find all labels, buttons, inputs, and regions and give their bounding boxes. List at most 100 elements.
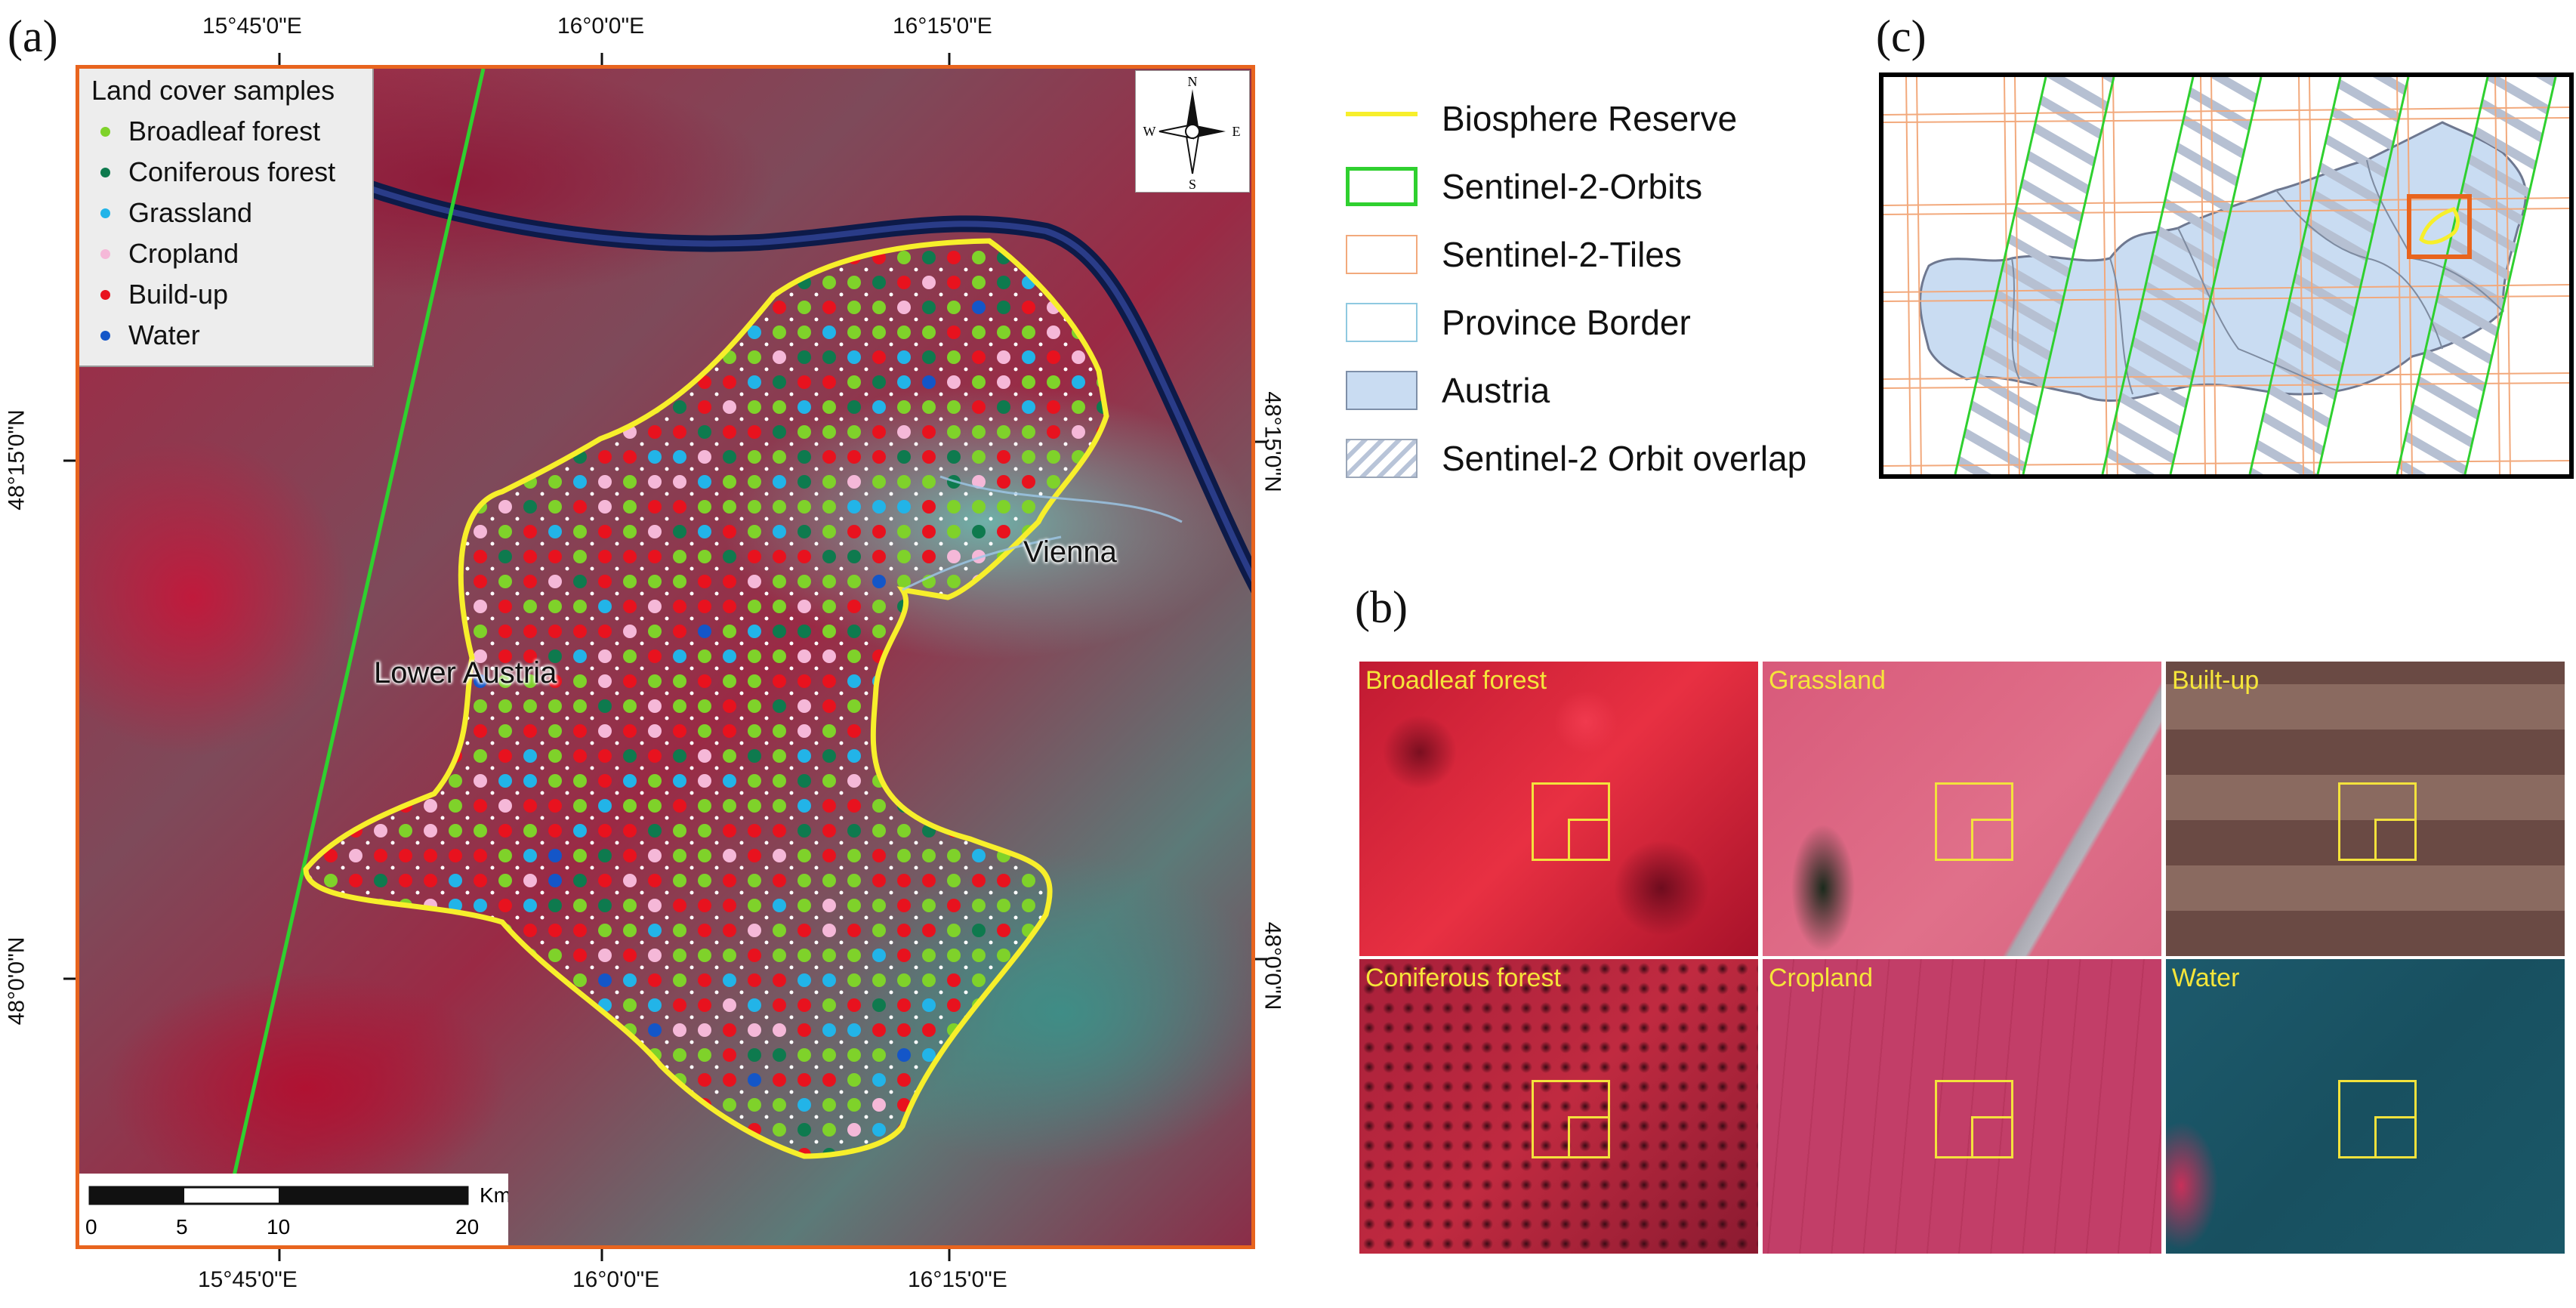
grid-node xyxy=(590,317,594,322)
sample-point xyxy=(374,824,387,838)
sample-point xyxy=(723,575,736,588)
sample-point xyxy=(324,799,338,813)
sample-point xyxy=(947,400,961,414)
sample-point xyxy=(374,849,387,862)
grid-node xyxy=(889,816,893,820)
grid-node xyxy=(515,492,520,496)
orange-box-icon xyxy=(1346,235,1418,274)
sample-point xyxy=(374,400,387,414)
sample-point xyxy=(897,525,911,538)
grid-node xyxy=(316,940,320,945)
sample-point xyxy=(773,350,786,364)
grid-node xyxy=(390,990,395,995)
grid-node xyxy=(989,1065,993,1069)
sample-point xyxy=(947,649,961,663)
grid-node xyxy=(964,392,968,396)
sample-point xyxy=(474,1048,487,1062)
grid-node xyxy=(864,267,868,272)
grid-node xyxy=(540,442,545,446)
grid-node xyxy=(839,367,844,372)
grid-node xyxy=(440,616,445,621)
sample-point xyxy=(748,1023,761,1037)
sample-point xyxy=(374,1073,387,1087)
grid-node xyxy=(1088,616,1093,621)
grid-node xyxy=(839,1090,844,1094)
sample-point xyxy=(972,1148,986,1156)
sample-point xyxy=(306,575,313,588)
sample-point xyxy=(822,749,836,763)
grid-node xyxy=(1013,367,1018,372)
grid-node xyxy=(615,566,619,571)
sample-point xyxy=(623,699,637,713)
grid-node xyxy=(1139,1016,1143,1020)
sample-point xyxy=(972,400,986,414)
grid-node xyxy=(615,716,619,720)
grid-node xyxy=(690,492,694,496)
sample-point xyxy=(773,774,786,788)
sample-point xyxy=(698,550,711,563)
grid-node xyxy=(839,890,844,895)
grid-node xyxy=(964,492,968,496)
sample-point xyxy=(523,1048,537,1062)
sample-point xyxy=(1097,1123,1106,1137)
grid-node xyxy=(1013,517,1018,521)
sample-point xyxy=(324,475,338,489)
sample-point xyxy=(623,251,637,264)
sample-point xyxy=(822,325,836,339)
sample-point xyxy=(424,1023,437,1037)
grid-node xyxy=(540,915,545,920)
sample-point xyxy=(1121,799,1135,813)
grid-node xyxy=(939,566,943,571)
sample-point xyxy=(623,824,637,838)
sample-point xyxy=(822,575,836,588)
sample-point xyxy=(947,774,961,788)
grid-node xyxy=(1063,666,1068,671)
grid-node xyxy=(814,1015,819,1020)
sample-point xyxy=(648,774,662,788)
sample-point xyxy=(947,674,961,688)
sample-point xyxy=(822,425,836,439)
grid-node xyxy=(316,915,320,920)
grid-node xyxy=(640,990,644,995)
grid-node xyxy=(864,1065,868,1069)
sample-point xyxy=(548,649,562,663)
grid-node xyxy=(540,890,545,895)
sample-point xyxy=(773,998,786,1012)
sample-point xyxy=(972,525,986,538)
sample-point xyxy=(1097,450,1106,464)
sample-point xyxy=(623,375,637,389)
grid-node xyxy=(739,492,744,496)
sample-point xyxy=(1072,350,1085,364)
grid-node xyxy=(540,716,545,720)
sample-point xyxy=(1072,1148,1085,1156)
sample-point xyxy=(922,625,936,638)
sample-point xyxy=(573,400,587,414)
grid-node xyxy=(615,591,619,596)
sample-point xyxy=(922,724,936,738)
grid-node xyxy=(690,965,694,970)
grid-node xyxy=(316,392,320,396)
sample-point xyxy=(673,899,686,912)
grid-node xyxy=(1038,741,1043,745)
grid-node xyxy=(939,816,943,820)
grid-node xyxy=(465,1090,470,1094)
grid-node xyxy=(415,940,420,945)
grid-node xyxy=(739,591,744,596)
grid-node xyxy=(390,865,395,870)
grid-node xyxy=(964,841,968,845)
grid-node xyxy=(889,666,893,671)
grid-node xyxy=(390,267,395,272)
sample-point xyxy=(822,973,836,987)
grid-node xyxy=(964,541,968,546)
sample-point xyxy=(1121,899,1135,912)
grid-node xyxy=(465,1040,470,1044)
sample-point xyxy=(474,301,487,314)
sample-point xyxy=(947,949,961,962)
sample-point xyxy=(1097,1023,1106,1037)
grid-node xyxy=(390,940,395,945)
sample-point xyxy=(498,649,512,663)
sample-point xyxy=(1047,600,1060,613)
sample-point xyxy=(822,301,836,314)
sample-point xyxy=(399,276,412,289)
sample-point xyxy=(872,998,886,1012)
